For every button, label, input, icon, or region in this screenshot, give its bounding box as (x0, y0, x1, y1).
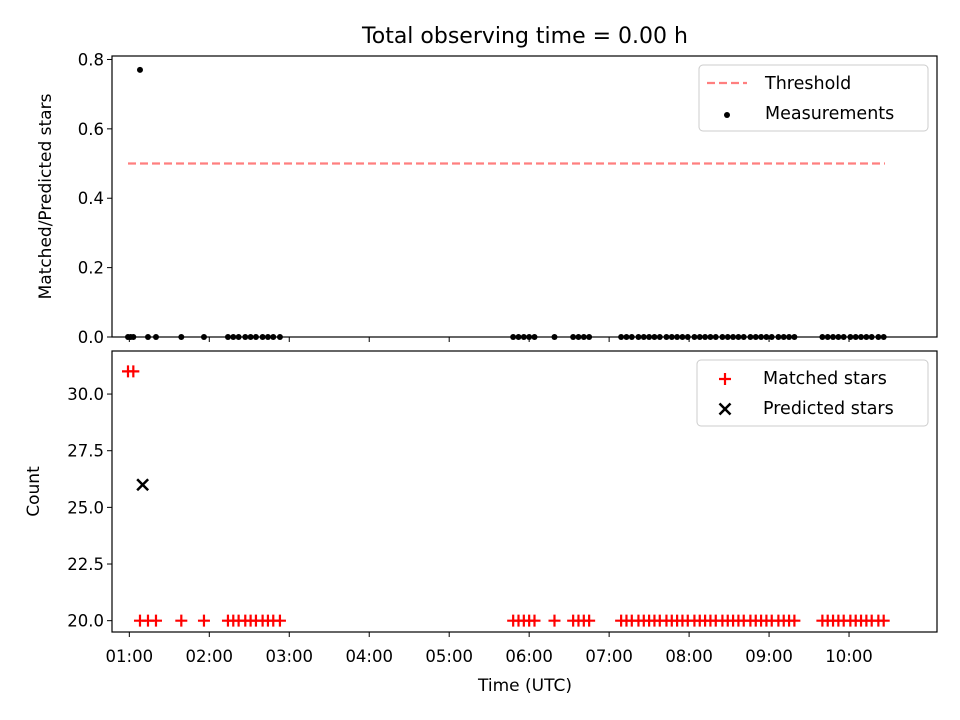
y-tick-label: 0.0 (78, 328, 104, 347)
legend-label: Matched stars (763, 369, 887, 389)
axes-frame (111, 55, 938, 338)
y-tick-label: 22.5 (67, 555, 104, 574)
matched-star-point (548, 614, 561, 627)
top-panel: 0.0 0.2 0.4 0.6 0.8 Matched/Predicted stars Th… (36, 50, 938, 347)
y-tick-label: 0.2 (78, 259, 104, 278)
y-tick-label: 20.0 (67, 612, 104, 631)
y-tick-label: 0.8 (78, 50, 104, 69)
chart-title: Total observing time = 0.00 h (361, 24, 688, 49)
measurement-point (136, 66, 143, 73)
matched-star-point (127, 365, 140, 378)
matched-star-point (175, 614, 188, 627)
y-tick-label: 25.0 (67, 498, 104, 517)
y-tick-label: 30.0 (67, 385, 104, 404)
x-tick-label: 03:00 (265, 647, 313, 666)
legend-label: Predicted stars (763, 399, 894, 419)
x-tick-label: 10:00 (825, 647, 873, 666)
legend-predicted-swatch (718, 402, 732, 416)
y-axis-label: Count (24, 466, 44, 517)
legend-label: Measurements (765, 104, 894, 124)
x-tick-label: 01:00 (106, 647, 154, 666)
legend: Matched stars Predicted stars (696, 359, 929, 427)
legend-label: Threshold (764, 74, 851, 94)
matched-star-point (273, 614, 286, 627)
x-tick-label: 06:00 (505, 647, 553, 666)
matched-star-point (149, 614, 162, 627)
bottom-panel: 20.0 22.5 25.0 27.5 30.0 01:00 02:00 03:00 04:00… (24, 350, 938, 666)
y-tick-label: 0.6 (78, 120, 104, 139)
matched-star-point (197, 614, 210, 627)
x-axis-label: Time (UTC) (477, 676, 572, 696)
y-tick-label: 27.5 (67, 442, 104, 461)
axes-frame (111, 350, 938, 633)
legend-box (696, 359, 929, 427)
matched-star-point (877, 614, 890, 627)
x-tick-label: 02:00 (186, 647, 234, 666)
y-tick-label: 0.4 (78, 189, 104, 208)
matched-star-point (583, 614, 596, 627)
x-tick-label: 09:00 (745, 647, 793, 666)
y-axis-label: Matched/Predicted stars (36, 93, 56, 299)
x-tick-label: 04:00 (345, 647, 393, 666)
legend-box (698, 64, 929, 132)
legend-matched-swatch (719, 373, 731, 385)
x-tick-label: 08:00 (665, 647, 713, 666)
legend: Threshold Measurements (698, 64, 929, 132)
matched-star-point (788, 614, 801, 627)
x-tick-label: 05:00 (425, 647, 473, 666)
x-tick-label: 07:00 (585, 647, 633, 666)
matched-star-point (528, 614, 541, 627)
legend-measurement-swatch (724, 112, 730, 118)
predicted-star-point (136, 478, 150, 492)
